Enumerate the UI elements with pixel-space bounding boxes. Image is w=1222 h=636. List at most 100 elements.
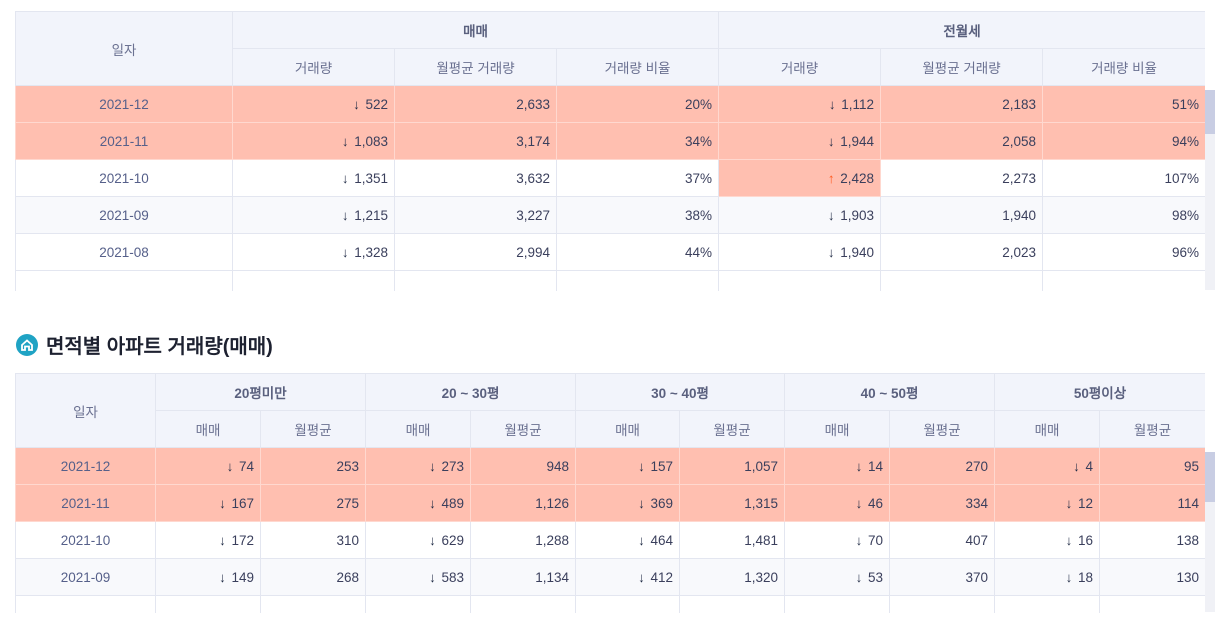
cell-rent-volume: ↓ 1,112 xyxy=(718,85,882,123)
cell-value: 94% xyxy=(1172,133,1200,149)
cell-value: 2,183 xyxy=(1002,96,1037,112)
cell-value: 74 xyxy=(238,458,254,474)
cell-sale: ↓ 46 xyxy=(784,484,890,522)
cell-value: 1,351 xyxy=(354,170,388,186)
arrow-down-icon: ↓ xyxy=(353,96,360,112)
arrow-down-icon: ↓ xyxy=(638,532,645,548)
cell-sale: ↓ 273 xyxy=(365,447,471,485)
section-title: 면적별 아파트 거래량(매매) xyxy=(16,330,273,359)
table2-scrollbar-thumb[interactable] xyxy=(1205,452,1215,502)
cell-monthly-avg: 948 xyxy=(470,447,576,485)
header-sale: 매매 xyxy=(994,410,1100,448)
arrow-down-icon: ↓ xyxy=(1065,569,1073,585)
header-date: 일자 xyxy=(15,373,156,448)
cell-value: 70 xyxy=(867,532,883,548)
cell-value: 2,633 xyxy=(516,96,550,112)
arrow-down-icon: ↓ xyxy=(1065,532,1073,548)
header-group-sale: 매매 xyxy=(231,11,720,49)
cell-value: 489 xyxy=(441,495,464,511)
arrow-down-icon: ↓ xyxy=(219,495,226,511)
table2-scrollbar[interactable] xyxy=(1205,452,1215,612)
cell-sale: ↓ 464 xyxy=(575,521,680,559)
table-row: 2021-09 ↓ 1,215 3,227 38% ↓ 1,903 1,940 98% xyxy=(15,196,1205,234)
row-date: 2021-10 xyxy=(15,159,233,197)
header-sale-monthly-avg: 월평균 거래량 xyxy=(394,48,557,86)
cell-value: 37% xyxy=(684,170,713,186)
cell-sale: ↓ 489 xyxy=(365,484,471,522)
cell-sale: ↓ 583 xyxy=(365,558,471,596)
cell-value: 1,940 xyxy=(840,244,875,260)
header-monthly-avg: 월평균 xyxy=(1099,410,1205,448)
arrow-up-icon: ↑ xyxy=(827,170,835,186)
header-group-0: 20평미만 xyxy=(155,373,366,411)
cell-monthly-avg: 1,481 xyxy=(679,521,785,559)
table-row-partial xyxy=(15,270,1205,291)
header-sale: 매매 xyxy=(784,410,890,448)
cell-monthly-avg: 270 xyxy=(889,447,995,485)
arrow-down-icon: ↓ xyxy=(219,532,226,548)
header-rent-volume: 거래량 xyxy=(718,48,882,86)
cell-value: 369 xyxy=(650,495,673,511)
cell-monthly-avg: 138 xyxy=(1099,521,1205,559)
cell-sale: ↓ 412 xyxy=(575,558,680,596)
cell-monthly-avg: 95 xyxy=(1099,447,1205,485)
cell-value: 18 xyxy=(1077,569,1093,585)
cell-value: 14 xyxy=(867,458,883,474)
cell-value: 1,215 xyxy=(354,207,388,223)
arrow-down-icon: ↓ xyxy=(341,244,349,260)
cell-monthly-avg: 334 xyxy=(889,484,995,522)
cell-sale: ↓ 18 xyxy=(994,558,1100,596)
cell-sale: ↓ 157 xyxy=(575,447,680,485)
arrow-down-icon: ↓ xyxy=(1073,458,1080,474)
table1-scrollbar[interactable] xyxy=(1205,90,1215,290)
header-group-3: 40 ~ 50평 xyxy=(784,373,995,411)
cell-rent-ratio: 107% xyxy=(1042,159,1205,197)
cell-value: 12 xyxy=(1077,495,1093,511)
cell-value: 273 xyxy=(441,458,464,474)
cell-monthly-avg: 268 xyxy=(260,558,366,596)
cell-value: 522 xyxy=(365,96,388,112)
cell-sale-volume: ↓ 1,328 xyxy=(232,233,395,271)
cell-rent-ratio: 96% xyxy=(1042,233,1205,271)
cell-sale: ↓ 167 xyxy=(155,484,261,522)
arrow-down-icon: ↓ xyxy=(219,569,226,585)
cell-sale: ↓ 53 xyxy=(784,558,890,596)
row-date: 2021-11 xyxy=(15,122,233,160)
arrow-down-icon: ↓ xyxy=(855,569,863,585)
header-monthly-avg: 월평균 xyxy=(679,410,785,448)
cell-value: 1,112 xyxy=(841,96,875,112)
cell-value: 51% xyxy=(1172,96,1200,112)
table-row: 2021-11 ↓ 167 275 ↓ 489 1,126 ↓ 369 1,315 ↓ 46 334 ↓ 1… xyxy=(15,484,1205,522)
cell-sale-volume: ↓ 522 xyxy=(232,85,395,123)
header-sale: 매매 xyxy=(575,410,680,448)
arrow-down-icon: ↓ xyxy=(638,458,645,474)
cell-rent-monthly-avg: 2,183 xyxy=(880,85,1044,123)
cell-sale-ratio: 20% xyxy=(555,85,720,123)
cell-value: 98% xyxy=(1172,207,1200,223)
row-date: 2021-08 xyxy=(15,233,233,271)
table-row: 2021-08 ↓ 1,328 2,994 44% ↓ 1,940 2,023 96% xyxy=(15,233,1205,271)
cell-sale-ratio: 34% xyxy=(555,122,720,160)
cell-value: 2,428 xyxy=(840,170,875,186)
arrow-down-icon: ↓ xyxy=(855,495,863,511)
cell-sale-monthly-avg: 2,633 xyxy=(394,85,557,123)
cell-value: 1,328 xyxy=(354,244,388,260)
cell-rent-volume: ↓ 1,944 xyxy=(718,122,882,160)
home-icon xyxy=(16,333,38,356)
table-row: 2021-12 ↓ 522 2,633 20% ↓ 1,112 2,183 51% xyxy=(15,85,1205,123)
arrow-down-icon: ↓ xyxy=(1065,495,1073,511)
table1-scrollbar-thumb[interactable] xyxy=(1205,90,1215,134)
cell-sale-ratio: 44% xyxy=(555,233,720,271)
cell-monthly-avg: 370 xyxy=(889,558,995,596)
header-date: 일자 xyxy=(15,11,233,86)
arrow-down-icon: ↓ xyxy=(827,207,835,223)
cell-rent-ratio: 98% xyxy=(1042,196,1205,234)
arrow-down-icon: ↓ xyxy=(828,96,836,112)
cell-sale: ↓ 172 xyxy=(155,521,261,559)
cell-value: 3,632 xyxy=(516,170,550,186)
transaction-volume-table: 일자 매매 전월세 거래량 월평균 거래량 거래량 비율 거래량 월평균 거래량… xyxy=(15,11,1205,291)
arrow-down-icon: ↓ xyxy=(855,458,863,474)
cell-monthly-avg: 114 xyxy=(1099,484,1205,522)
cell-value: 4 xyxy=(1085,458,1093,474)
row-date: 2021-12 xyxy=(15,447,156,485)
